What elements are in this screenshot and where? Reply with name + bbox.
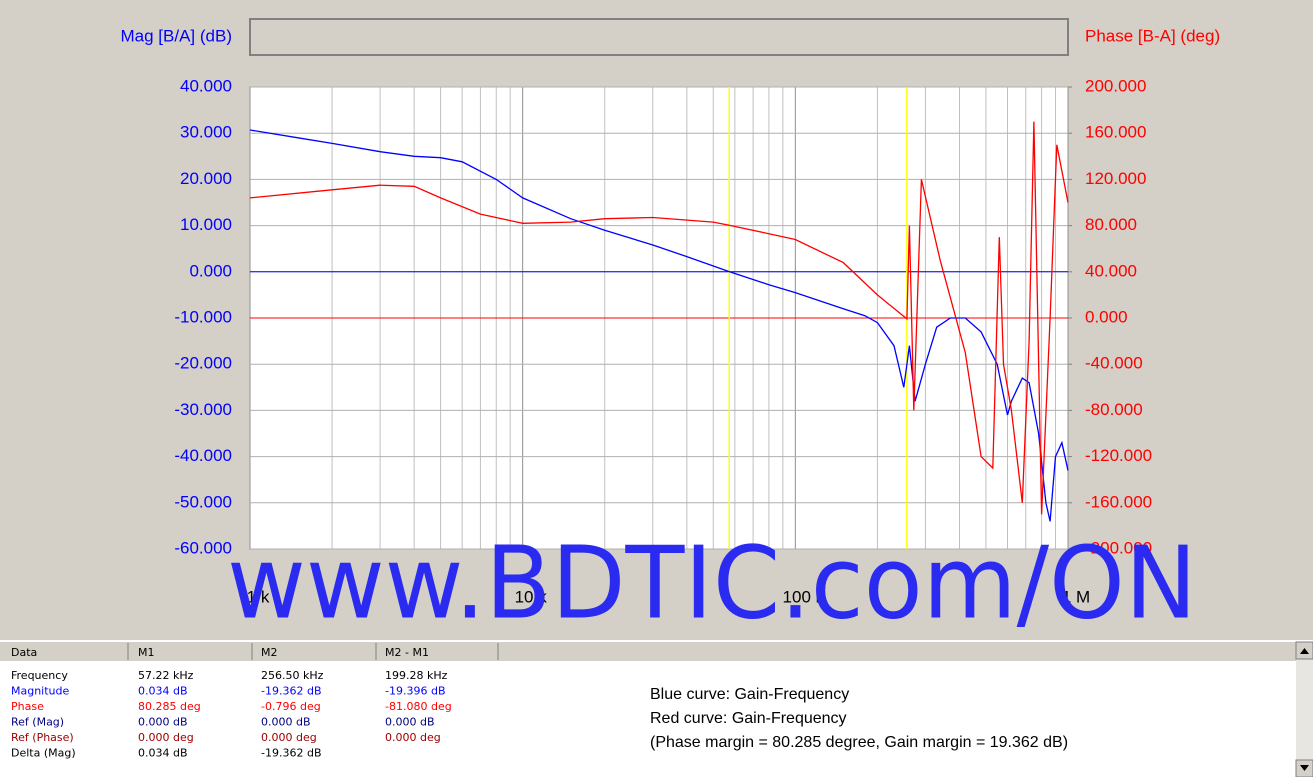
- x-tick-label: 1 M: [1062, 587, 1090, 606]
- table-header-cell: M2: [261, 646, 278, 659]
- table-cell: -19.396 dB: [385, 685, 445, 698]
- y-tick-label: 10.000: [180, 215, 232, 234]
- arrow-down: [1300, 765, 1309, 771]
- table-cell: 0.000 dB: [261, 716, 311, 729]
- table-cell: 0.000 dB: [385, 716, 435, 729]
- data-table: Data M1 M2 M2 - M1 Frequency 57.22 kHz 256.50 …: [11, 643, 499, 760]
- y2-tick-label: 80.000: [1085, 215, 1137, 234]
- y2-tick-label: 40.000: [1085, 261, 1137, 280]
- table-header-cell: M1: [138, 646, 155, 659]
- table-cell: 0.034 dB: [138, 685, 188, 698]
- y-tick-label: -50.000: [174, 492, 232, 511]
- x-tick-label: 10 k: [515, 587, 548, 606]
- y-tick-label: 0.000: [189, 261, 232, 280]
- y2-tick-label: 0.000: [1085, 307, 1128, 326]
- table-header: [0, 642, 1296, 661]
- curve: [249, 121, 1069, 515]
- table-cell: 80.285 deg: [138, 700, 201, 713]
- table-cell: 0.000 dB: [138, 716, 188, 729]
- arrow-up: [1300, 648, 1309, 654]
- y-tick-label: 40.000: [180, 76, 232, 95]
- watermark: www.BDTIC.com/ON: [227, 524, 1197, 641]
- table-cell: -19.362 dB: [261, 685, 321, 698]
- table-cell: Delta (Mag): [11, 747, 76, 760]
- y2-tick-label: 120.000: [1085, 169, 1146, 188]
- y2-tick-label: 200.000: [1085, 76, 1146, 95]
- y-axis-label: Mag [B/A] (dB): [121, 26, 232, 45]
- y-tick-label: -20.000: [174, 354, 232, 373]
- table-cell: Ref (Mag): [11, 716, 64, 729]
- y2-tick-label: -160.000: [1085, 492, 1152, 511]
- y2-tick-label: 160.000: [1085, 123, 1146, 142]
- y-tick-label: -10.000: [174, 307, 232, 326]
- table-cell: -19.362 dB: [261, 747, 321, 760]
- y-tick-label: -40.000: [174, 446, 232, 465]
- table-cell: -0.796 deg: [261, 700, 321, 713]
- data-table-panel: [0, 640, 1313, 777]
- y2-tick-label: -200.000: [1085, 538, 1152, 557]
- y2-tick-label: -120.000: [1085, 446, 1152, 465]
- table-cell: Ref (Phase): [11, 731, 74, 744]
- y2-tick-label: -80.000: [1085, 400, 1143, 419]
- table-header-cell: Data: [11, 646, 37, 659]
- title-box: [249, 18, 1069, 56]
- table-cell: -81.080 deg: [385, 700, 452, 713]
- scrollbar[interactable]: [1296, 642, 1313, 777]
- note: Blue curve: Gain-Frequency: [650, 686, 849, 703]
- table-cell: 256.50 kHz: [261, 669, 324, 682]
- y2-tick-label: -40.000: [1085, 354, 1143, 373]
- table-cell: Magnitude: [11, 685, 70, 698]
- y-tick-label: 20.000: [180, 169, 232, 188]
- table-cell: 0.000 deg: [261, 731, 317, 744]
- table-cell: 57.22 kHz: [138, 669, 194, 682]
- table-cell: 0.034 dB: [138, 747, 188, 760]
- y-tick-label: -60.000: [174, 538, 232, 557]
- y-tick-label: 30.000: [180, 123, 232, 142]
- table-cell: Frequency: [11, 669, 68, 682]
- table-header-cell: M2 - M1: [385, 646, 429, 659]
- note: (Phase margin = 80.285 degree, Gain marg…: [650, 734, 1068, 751]
- x-tick-label: 1 k: [247, 587, 270, 606]
- table-cell: 0.000 deg: [138, 731, 194, 744]
- note: Red curve: Gain-Frequency: [650, 710, 847, 727]
- y-tick-label: -30.000: [174, 400, 232, 419]
- plot: 1 k 10 k 100 k 1 M 40.000 30.000 20.000 10.000 0…: [174, 76, 1152, 606]
- y2-axis-label: Phase [B-A] (deg): [1085, 26, 1220, 45]
- table-cell: 199.28 kHz: [385, 669, 448, 682]
- table-cell: Phase: [11, 700, 44, 713]
- table-cell: 0.000 deg: [385, 731, 441, 744]
- x-tick-label: 100 k: [783, 587, 825, 606]
